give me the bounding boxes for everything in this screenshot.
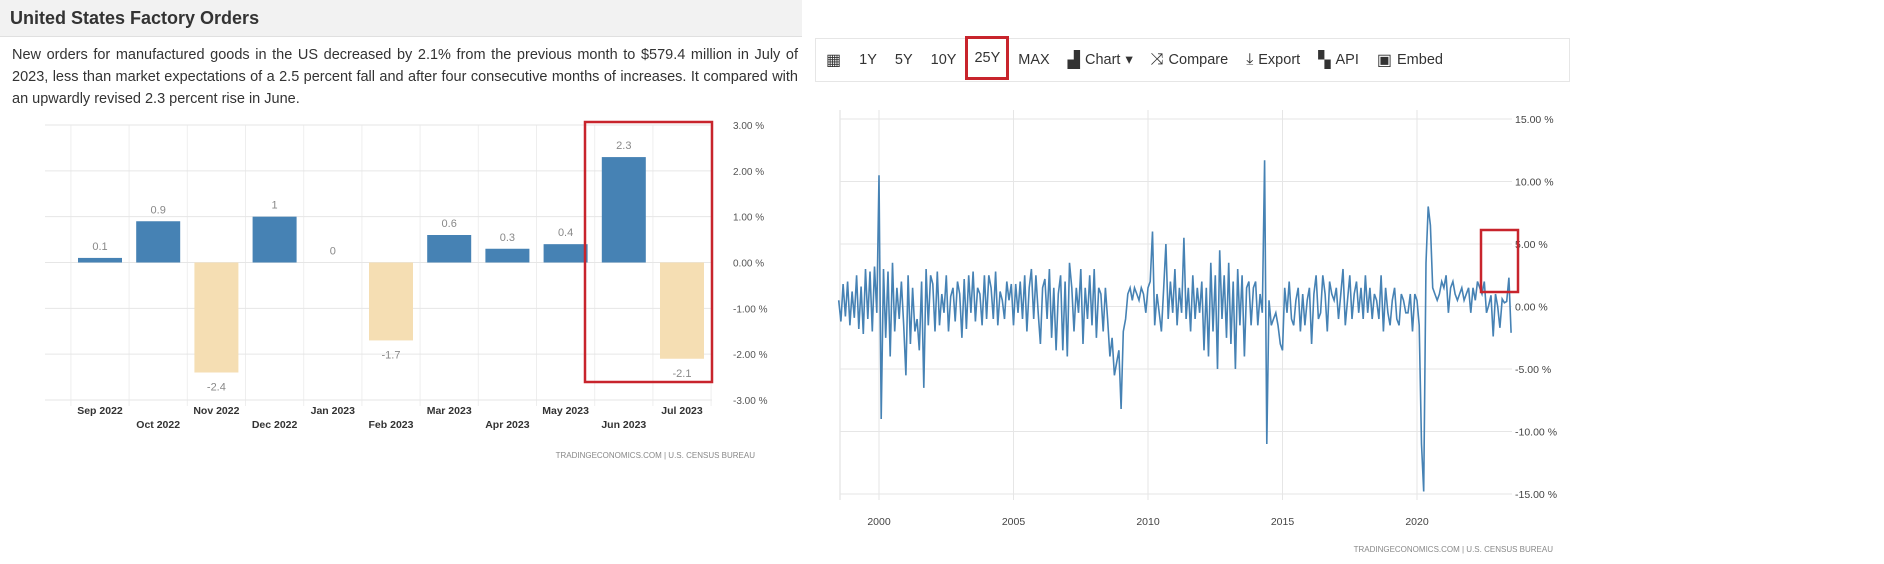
toolbar-25y-button[interactable]: 25Y <box>965 36 1010 80</box>
x-tick-label: Sep 2022 <box>77 405 123 417</box>
bar <box>194 262 239 373</box>
x-tick-label: Apr 2023 <box>485 419 530 431</box>
y-tick-label: -15.00 % <box>1515 489 1557 501</box>
highlight-box <box>583 120 714 384</box>
data-label: -2.4 <box>207 382 226 394</box>
chart-toolbar: ▦ 1Y 5Y 10Y 25Y MAX ▟ Chart ▾ ⤨ Compare ⤓ Export ▚ API… <box>815 36 1570 82</box>
toolbar-label: Compare <box>1168 52 1229 68</box>
data-label: 0.6 <box>442 218 457 230</box>
y-tick-label: 2.00 % <box>733 167 764 178</box>
x-tick-label: Oct 2022 <box>136 419 180 431</box>
x-tick-label: 2000 <box>867 516 891 528</box>
toolbar-label: 1Y <box>859 52 877 68</box>
data-label: 0 <box>330 246 336 258</box>
bar <box>543 244 588 263</box>
y-tick-label: -3.00 % <box>733 396 768 407</box>
toolbar-chart-button[interactable]: ▟ Chart ▾ <box>1059 39 1142 81</box>
data-label: 0.3 <box>500 232 515 244</box>
y-tick-label: -1.00 % <box>733 304 768 315</box>
source-label: TRADINGECONOMICS.COM | U.S. CENSUS BUREA… <box>556 451 756 460</box>
page-header: United States Factory Orders <box>0 0 802 37</box>
toolbar-1y-button[interactable]: 1Y <box>850 39 886 81</box>
toolbar-compare-button[interactable]: ⤨ Compare <box>1142 39 1237 81</box>
x-tick-label: Dec 2022 <box>252 419 298 431</box>
toolbar-label: MAX <box>1018 52 1050 68</box>
toolbar-export-button[interactable]: ⤓ Export <box>1237 39 1309 81</box>
toolbar-label: API <box>1335 52 1359 68</box>
x-tick-label: Jan 2023 <box>311 405 356 417</box>
bar <box>369 262 413 341</box>
data-label: 0.1 <box>92 241 107 253</box>
x-tick-label: 2005 <box>1002 516 1026 528</box>
calendar-button[interactable]: ▦ <box>816 39 850 81</box>
x-tick-label: Nov 2022 <box>193 405 239 417</box>
x-tick-label: 2015 <box>1271 516 1295 528</box>
toolbar-max-button[interactable]: MAX <box>1009 39 1058 81</box>
bar-chart-icon: ▟ <box>1067 52 1080 69</box>
toolbar-label: 10Y <box>930 52 957 68</box>
page-title: United States Factory Orders <box>10 8 260 28</box>
y-tick-label: 1.00 % <box>733 213 764 224</box>
data-label: 2.3 <box>616 140 631 152</box>
description: New orders for manufactured goods in the… <box>12 47 798 107</box>
y-tick-label: -2.00 % <box>733 350 768 361</box>
y-tick-label: 10.00 % <box>1515 177 1554 189</box>
toolbar-label: 25Y <box>974 50 1001 66</box>
toolbar-label: Embed <box>1397 52 1443 68</box>
grid-icon: ▚ <box>1318 52 1331 69</box>
bar <box>252 216 297 263</box>
toolbar-label: 5Y <box>894 52 913 68</box>
bar-chart: 3.00 % 2.00 % 1.00 % 0.00 % -1.00 % -2.00 % -3… <box>45 120 768 460</box>
y-tick-label: 3.00 % <box>733 121 764 132</box>
y-tick-label: -10.00 % <box>1515 427 1557 439</box>
data-label: 0.9 <box>151 204 166 216</box>
x-tick-label: Jun 2023 <box>601 419 646 431</box>
y-tick-label: 0.00 % <box>1515 302 1548 314</box>
download-icon: ⤓ <box>1246 51 1254 68</box>
y-tick-label: 15.00 % <box>1515 114 1554 126</box>
toolbar-10y-button[interactable]: 10Y <box>922 39 966 81</box>
shuffle-icon: ⤨ <box>1150 51 1164 68</box>
y-tick-label: 5.00 % <box>1515 239 1548 251</box>
bar <box>660 262 704 359</box>
y-tick-label: -5.00 % <box>1515 364 1551 376</box>
data-label: 0.4 <box>558 227 573 239</box>
toolbar-api-button[interactable]: ▚ API <box>1309 39 1368 81</box>
line-chart: 15.00 % 10.00 % 5.00 % 0.00 % -5.00 % -10.00 … <box>837 110 1557 554</box>
x-tick-label: 2010 <box>1136 516 1160 528</box>
bar <box>78 257 122 263</box>
toolbar-5y-button[interactable]: 5Y <box>886 39 922 81</box>
toolbar-embed-button[interactable]: ▣ Embed <box>1368 39 1452 81</box>
x-tick-label: Jul 2023 <box>661 405 703 417</box>
x-tick-label: Feb 2023 <box>369 419 414 431</box>
x-tick-label: Mar 2023 <box>427 405 472 417</box>
data-label: -2.1 <box>673 368 692 380</box>
toolbar-label: Chart <box>1084 52 1121 68</box>
data-label: 1 <box>272 200 278 212</box>
toolbar-label: Export <box>1258 52 1301 68</box>
bar <box>601 157 646 263</box>
bar <box>136 221 181 263</box>
x-tick-label: 2020 <box>1405 516 1429 528</box>
y-tick-label: 0.00 % <box>733 259 764 270</box>
bar <box>427 235 472 263</box>
data-line <box>837 160 1512 492</box>
bar <box>485 248 530 263</box>
data-label: -1.7 <box>382 349 401 361</box>
x-tick-label: May 2023 <box>542 405 589 417</box>
calendar-icon: ▦ <box>826 52 842 69</box>
highlight-box <box>1479 228 1520 294</box>
source-label: TRADINGECONOMICS.COM | U.S. CENSUS BUREA… <box>1354 545 1554 554</box>
chevron-down-icon: ▾ <box>1125 52 1133 68</box>
image-icon: ▣ <box>1376 52 1392 69</box>
